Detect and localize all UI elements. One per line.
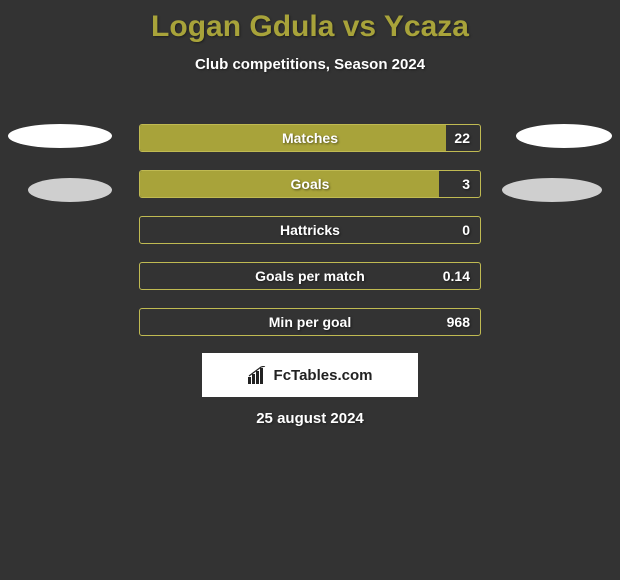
player-ellipse-right-top <box>516 124 612 148</box>
stats-container: Matches 22 Goals 3 Hattricks 0 Goals per… <box>139 124 481 354</box>
stat-row-matches: Matches 22 <box>139 124 481 152</box>
stat-row-goals: Goals 3 <box>139 170 481 198</box>
footer-date: 25 august 2024 <box>256 410 364 427</box>
page-subtitle: Club competitions, Season 2024 <box>0 56 620 73</box>
bar-chart-icon <box>248 366 268 384</box>
player-ellipse-left-top <box>8 124 112 148</box>
stat-row-hattricks: Hattricks 0 <box>139 216 481 244</box>
player-ellipse-left-bottom <box>28 178 112 202</box>
stat-value: 968 <box>447 314 470 330</box>
stat-label: Min per goal <box>269 314 351 330</box>
stat-value: 3 <box>462 176 470 192</box>
brand-badge[interactable]: FcTables.com <box>202 353 418 397</box>
stat-value: 22 <box>454 130 470 146</box>
stat-label: Goals <box>291 176 330 192</box>
brand-text: FcTables.com <box>274 367 373 384</box>
stat-row-min-per-goal: Min per goal 968 <box>139 308 481 336</box>
stat-row-goals-per-match: Goals per match 0.14 <box>139 262 481 290</box>
stat-value: 0.14 <box>443 268 470 284</box>
stat-label: Matches <box>282 130 338 146</box>
stat-label: Hattricks <box>280 222 340 238</box>
player-ellipse-right-bottom <box>502 178 602 202</box>
page-title: Logan Gdula vs Ycaza <box>0 0 620 44</box>
stat-value: 0 <box>462 222 470 238</box>
stat-label: Goals per match <box>255 268 365 284</box>
